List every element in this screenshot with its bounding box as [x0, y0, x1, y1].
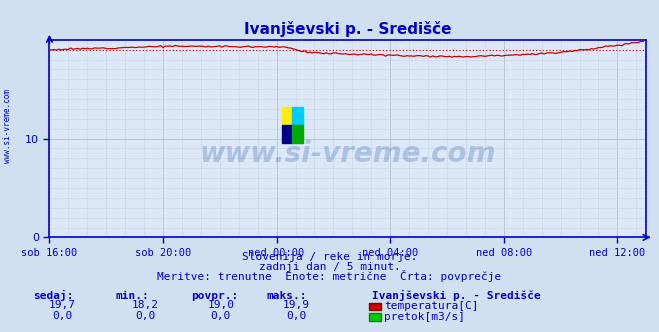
Text: min.:: min.:: [115, 291, 149, 301]
Text: 0,0: 0,0: [211, 311, 231, 321]
Bar: [282, 107, 293, 125]
Bar: [282, 125, 293, 142]
Text: 0,0: 0,0: [53, 311, 72, 321]
Text: temperatura[C]: temperatura[C]: [384, 301, 478, 311]
Text: maks.:: maks.:: [267, 291, 307, 301]
Text: 0,0: 0,0: [287, 311, 306, 321]
Bar: [293, 107, 303, 125]
Text: 18,2: 18,2: [132, 300, 158, 310]
Bar: [293, 125, 303, 142]
Text: 19,7: 19,7: [49, 300, 76, 310]
Text: www.si-vreme.com: www.si-vreme.com: [3, 89, 13, 163]
Text: 19,9: 19,9: [283, 300, 310, 310]
Text: sedaj:: sedaj:: [33, 290, 73, 301]
Text: www.si-vreme.com: www.si-vreme.com: [200, 140, 496, 168]
Title: Ivanjševski p. - Središče: Ivanjševski p. - Središče: [244, 21, 451, 37]
Text: zadnji dan / 5 minut.: zadnji dan / 5 minut.: [258, 262, 401, 272]
Text: Meritve: trenutne  Enote: metrične  Črta: povprečje: Meritve: trenutne Enote: metrične Črta: …: [158, 270, 501, 282]
Text: Ivanjševski p. - Središče: Ivanjševski p. - Središče: [372, 290, 541, 301]
Text: 0,0: 0,0: [135, 311, 155, 321]
Text: pretok[m3/s]: pretok[m3/s]: [384, 312, 465, 322]
Text: povpr.:: povpr.:: [191, 291, 239, 301]
Text: 19,0: 19,0: [208, 300, 234, 310]
Text: Slovenija / reke in morje.: Slovenija / reke in morje.: [242, 252, 417, 262]
